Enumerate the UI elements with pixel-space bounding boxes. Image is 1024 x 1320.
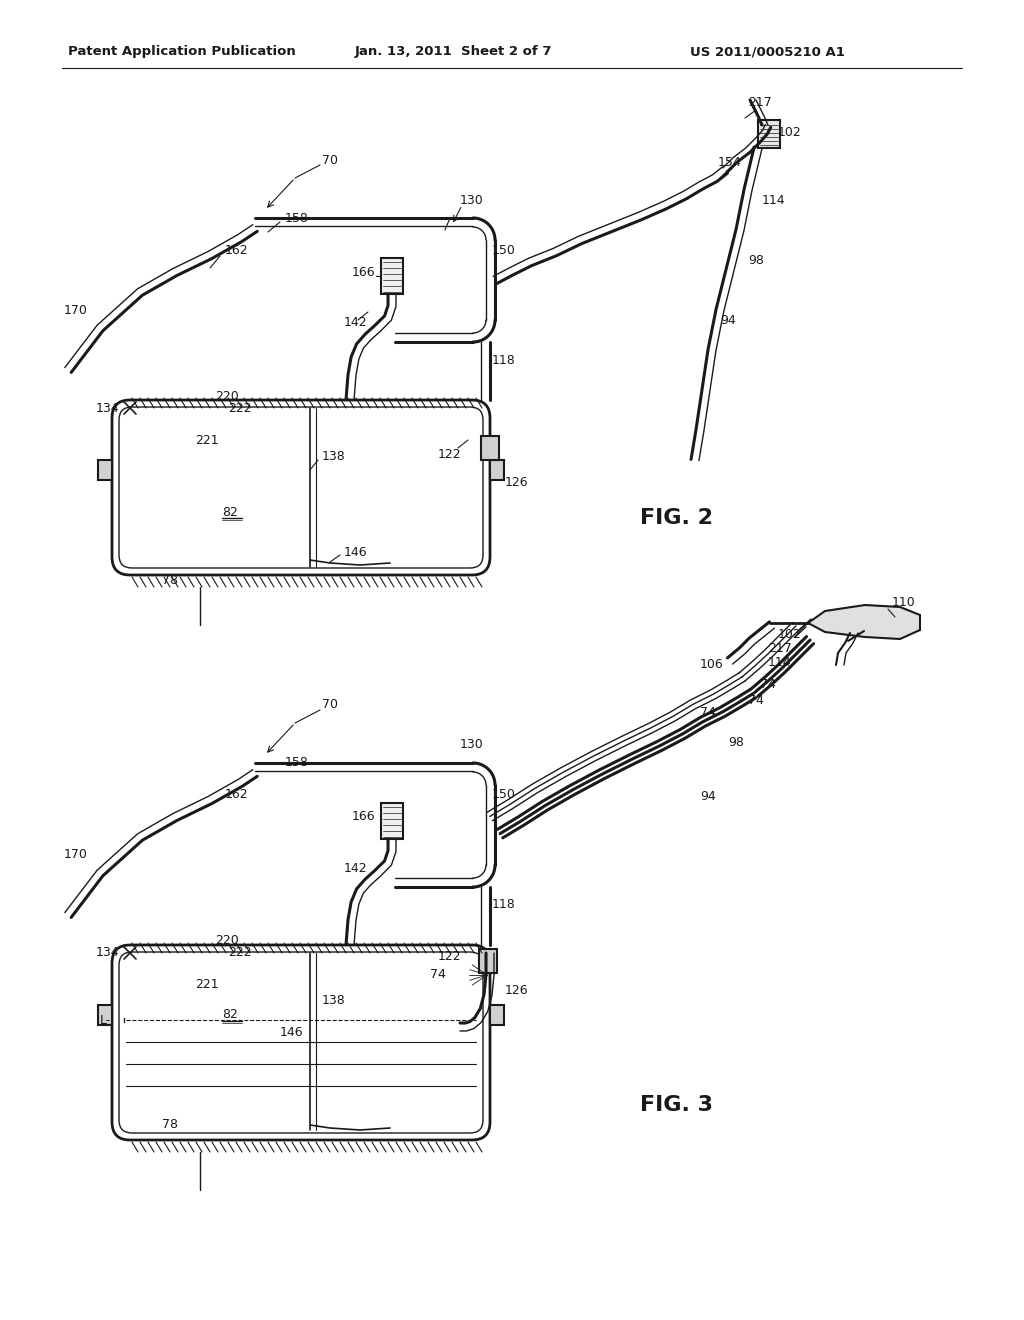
Text: 166: 166	[352, 810, 376, 824]
Text: 150: 150	[492, 243, 516, 256]
Text: 78: 78	[162, 1118, 178, 1131]
Bar	[479, 949, 497, 973]
Text: 74: 74	[430, 969, 445, 982]
Polygon shape	[98, 1005, 112, 1026]
Text: 98: 98	[728, 737, 743, 750]
Text: 222: 222	[228, 401, 252, 414]
Text: 158: 158	[285, 211, 309, 224]
Text: 221: 221	[195, 433, 219, 446]
Text: 114: 114	[762, 194, 785, 206]
Text: FIG. 3: FIG. 3	[640, 1096, 713, 1115]
Text: 166: 166	[352, 265, 376, 279]
Text: 122: 122	[438, 447, 462, 461]
Bar	[758, 120, 780, 148]
Text: 122: 122	[438, 950, 462, 964]
Text: 158: 158	[285, 756, 309, 770]
Text: 82: 82	[222, 1008, 238, 1022]
Text: 78: 78	[162, 573, 178, 586]
Text: 217: 217	[768, 643, 792, 656]
Polygon shape	[808, 605, 920, 639]
Text: 170: 170	[63, 304, 88, 317]
Text: 138: 138	[322, 450, 346, 462]
Bar	[481, 436, 499, 459]
Text: 150: 150	[492, 788, 516, 801]
Text: Jan. 13, 2011  Sheet 2 of 7: Jan. 13, 2011 Sheet 2 of 7	[355, 45, 553, 58]
Text: 70: 70	[322, 153, 338, 166]
Text: 134: 134	[96, 401, 120, 414]
Text: 130: 130	[460, 738, 483, 751]
Bar	[381, 803, 403, 840]
Text: Patent Application Publication: Patent Application Publication	[68, 45, 296, 58]
Text: 217: 217	[748, 96, 772, 110]
Text: 102: 102	[778, 125, 802, 139]
Text: 130: 130	[460, 194, 483, 206]
Text: 98: 98	[748, 253, 764, 267]
Text: 142: 142	[344, 317, 368, 330]
Text: 146: 146	[280, 1027, 304, 1040]
Text: 138: 138	[322, 994, 346, 1007]
Text: 126: 126	[505, 983, 528, 997]
Text: 220: 220	[215, 935, 239, 948]
Bar	[381, 257, 403, 294]
Text: 162: 162	[225, 788, 249, 801]
Text: 114: 114	[768, 656, 792, 669]
Text: 146: 146	[344, 545, 368, 558]
Polygon shape	[98, 459, 112, 480]
Polygon shape	[490, 459, 504, 480]
Text: US 2011/0005210 A1: US 2011/0005210 A1	[690, 45, 845, 58]
Text: 102: 102	[778, 628, 802, 642]
Text: 220: 220	[215, 389, 239, 403]
Text: 74: 74	[748, 693, 764, 706]
Text: 82: 82	[222, 506, 238, 519]
Text: 118: 118	[492, 354, 516, 367]
Text: L-: L-	[100, 1014, 112, 1027]
Text: 142: 142	[344, 862, 368, 874]
Text: 162: 162	[225, 243, 249, 256]
Text: 94: 94	[700, 791, 716, 804]
Text: 94: 94	[720, 314, 736, 326]
Text: 221: 221	[195, 978, 219, 991]
Text: 134: 134	[96, 946, 120, 960]
Text: FIG. 2: FIG. 2	[640, 508, 713, 528]
Text: 170: 170	[63, 849, 88, 862]
Text: 118: 118	[492, 899, 516, 912]
Text: 126: 126	[505, 475, 528, 488]
Text: 70: 70	[322, 698, 338, 711]
Text: 110: 110	[892, 597, 915, 610]
Polygon shape	[490, 1005, 504, 1026]
Text: 74: 74	[760, 678, 776, 692]
Text: 74: 74	[700, 706, 716, 719]
Text: 106: 106	[700, 659, 724, 672]
Text: 222: 222	[228, 946, 252, 960]
Text: 154: 154	[718, 156, 741, 169]
